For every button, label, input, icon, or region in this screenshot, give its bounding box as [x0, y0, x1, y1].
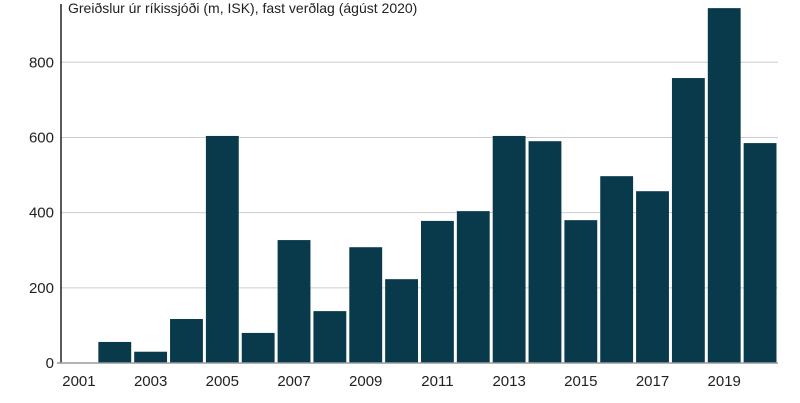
bar-2007 — [277, 240, 311, 363]
bar-2013 — [492, 135, 526, 363]
x-tick-label: 2001 — [62, 373, 95, 390]
x-tick-label: 2007 — [277, 373, 310, 390]
y-tick-label: 200 — [29, 280, 54, 297]
x-tick-label: 2017 — [636, 373, 669, 390]
bar-2012 — [456, 211, 490, 363]
bar-2015 — [564, 220, 598, 363]
x-tick-label: 2019 — [708, 373, 741, 390]
x-tick-label: 2013 — [492, 373, 525, 390]
y-tick-label: 800 — [29, 54, 54, 71]
bar-2002 — [98, 341, 132, 363]
bar-2005 — [205, 135, 239, 363]
y-tick-label: 400 — [29, 205, 54, 222]
bar-2006 — [241, 332, 275, 363]
bar-2003 — [134, 351, 168, 363]
bar-2008 — [313, 311, 347, 363]
bar-2020 — [743, 143, 777, 363]
chart-title: Greiðslur úr ríkissjóði (m, ISK), fast v… — [66, 0, 420, 16]
y-tick-label: 0 — [46, 355, 54, 372]
bar-2014 — [528, 141, 562, 363]
x-tick-label: 2015 — [564, 373, 597, 390]
x-tick-label: 2011 — [421, 373, 453, 390]
y-tick-label: 600 — [29, 129, 54, 146]
x-tick-label: 2009 — [349, 373, 382, 390]
bar-2016 — [600, 176, 634, 363]
bar-2004 — [170, 319, 203, 363]
bar-2009 — [349, 247, 383, 363]
x-tick-label: 2003 — [134, 373, 167, 390]
bar-2011 — [421, 220, 454, 363]
bar-2018 — [671, 78, 705, 364]
bar-2019 — [707, 8, 741, 364]
bar-2010 — [385, 279, 418, 363]
bar-2017 — [636, 191, 669, 363]
x-tick-label: 2005 — [206, 373, 239, 390]
